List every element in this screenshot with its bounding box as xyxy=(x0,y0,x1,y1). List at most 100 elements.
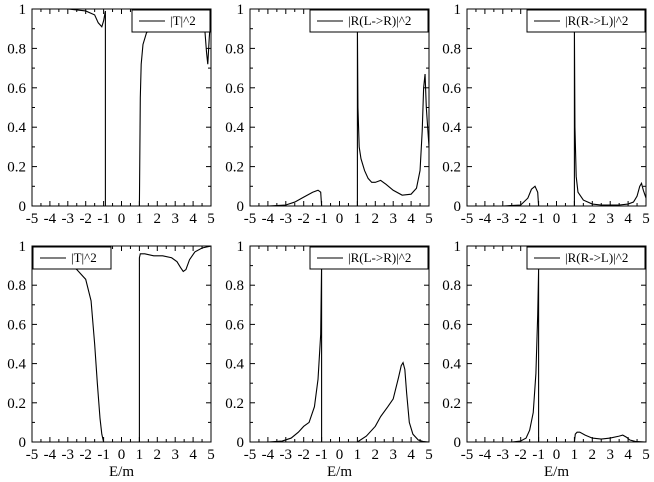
legend-label: |R(R->L)|^2 xyxy=(565,250,628,265)
y-tick-label: 0.8 xyxy=(442,278,461,294)
chart-panel-2: -5 -4 -3 -2 -1 0 1 2 3 4 500.20.40.60.81|R(L->R)|^… xyxy=(225,2,433,227)
series-line-1-segment-1 xyxy=(32,9,106,206)
x-tick-label: -5 xyxy=(244,211,257,227)
x-tick-label: -2 xyxy=(297,447,310,463)
y-tick-label: 0.6 xyxy=(442,81,461,97)
x-tick-label: 3 xyxy=(389,211,397,227)
x-tick-label: -1 xyxy=(97,211,110,227)
x-tick-label: 5 xyxy=(207,211,215,227)
y-tick-label: 0.6 xyxy=(7,81,26,97)
series-line-1-segment-2 xyxy=(138,246,211,442)
x-tick-label: 5 xyxy=(425,211,433,227)
x-tick-label: 1 xyxy=(136,211,144,227)
legend-box xyxy=(526,246,646,270)
x-tick-label: -1 xyxy=(532,447,545,463)
axes-frame xyxy=(249,8,430,207)
x-tick-label: -1 xyxy=(97,447,110,463)
x-tick-label: 3 xyxy=(171,447,179,463)
y-tick-label: 1 xyxy=(19,239,27,255)
x-tick-label: -1 xyxy=(315,447,328,463)
x-tick-label: 1 xyxy=(136,447,144,463)
x-tick-label: -2 xyxy=(79,447,92,463)
x-tick-label: 2 xyxy=(154,211,162,227)
series-line-1-segment-1 xyxy=(67,263,105,442)
x-axis-label: E/m xyxy=(544,464,569,480)
x-tick-label: 2 xyxy=(589,211,597,227)
legend-label: |R(L->R)|^2 xyxy=(348,250,411,265)
axes-frame xyxy=(466,245,647,443)
y-tick-label: 0 xyxy=(19,199,27,215)
x-tick-label: -3 xyxy=(497,211,510,227)
y-tick-label: 0.4 xyxy=(225,120,244,136)
x-tick-label: -5 xyxy=(461,447,474,463)
x-tick-label: -5 xyxy=(244,447,257,463)
x-tick-label: -3 xyxy=(62,211,75,227)
x-tick-label: -3 xyxy=(497,447,510,463)
x-tick-label: -2 xyxy=(514,211,527,227)
y-tick-label: 0 xyxy=(237,199,245,215)
x-tick-label: 0 xyxy=(553,211,561,227)
legend-label: |R(R->L)|^2 xyxy=(565,13,628,28)
y-tick-label: 0.6 xyxy=(442,317,461,333)
y-tick-label: 0.4 xyxy=(7,357,26,373)
y-tick-label: 0.8 xyxy=(7,41,26,57)
y-tick-label: 1 xyxy=(237,2,245,18)
x-tick-label: 0 xyxy=(336,211,344,227)
x-tick-label: 5 xyxy=(425,447,433,463)
y-tick-label: 0.2 xyxy=(7,160,26,176)
x-tick-label: 0 xyxy=(553,447,561,463)
chart-panel-5: -5 -4 -3 -2 -1 0 1 2 3 4 500.20.40.60.81E/m|R(L->R… xyxy=(225,239,433,480)
y-tick-label: 0.8 xyxy=(442,41,461,57)
x-tick-label: -2 xyxy=(297,211,310,227)
x-axis-label: E/m xyxy=(327,464,352,480)
x-axis-label: E/m xyxy=(109,464,134,480)
legend-box xyxy=(526,9,646,33)
y-tick-label: 0.8 xyxy=(225,278,244,294)
y-tick-label: 1 xyxy=(19,2,27,18)
legend-box xyxy=(309,9,429,33)
x-tick-label: -1 xyxy=(532,211,545,227)
x-tick-label: 3 xyxy=(606,447,614,463)
x-tick-label: 2 xyxy=(372,211,380,227)
y-tick-label: 1 xyxy=(454,2,462,18)
x-tick-label: -3 xyxy=(280,211,293,227)
y-tick-label: 0 xyxy=(454,435,462,451)
y-tick-label: 0.2 xyxy=(225,396,244,412)
x-tick-label: 0 xyxy=(336,447,344,463)
x-tick-label: 5 xyxy=(207,447,215,463)
series-line-1-segment-2 xyxy=(573,431,646,442)
chart-panel-4: -5 -4 -3 -2 -1 0 1 2 3 4 500.20.40.60.81E/m|T|^2 xyxy=(7,239,215,480)
x-tick-label: -4 xyxy=(479,447,492,463)
x-tick-label: 4 xyxy=(189,447,197,463)
series-line-1-segment-2 xyxy=(357,361,429,442)
legend-box xyxy=(131,9,211,33)
x-tick-label: -5 xyxy=(26,211,39,227)
legend-label: |T|^2 xyxy=(71,250,97,265)
series-line-1-segment-2 xyxy=(573,26,646,206)
axes-frame xyxy=(31,245,212,443)
legend-label: |R(L->R)|^2 xyxy=(348,13,411,28)
y-tick-label: 0.8 xyxy=(225,41,244,57)
x-tick-label: -3 xyxy=(62,447,75,463)
x-tick-label: -4 xyxy=(44,447,57,463)
y-tick-label: 0.4 xyxy=(442,357,461,373)
x-tick-label: -2 xyxy=(514,447,527,463)
x-tick-label: 4 xyxy=(624,447,632,463)
y-tick-label: 0.2 xyxy=(7,396,26,412)
y-tick-label: 0.2 xyxy=(442,160,461,176)
y-tick-label: 0.2 xyxy=(442,396,461,412)
chart-panel-3: -5 -4 -3 -2 -1 0 1 2 3 4 500.20.40.60.81|R(R->L)|^… xyxy=(442,2,650,227)
y-tick-label: 1 xyxy=(454,239,462,255)
x-tick-label: -4 xyxy=(44,211,57,227)
y-tick-label: 0.6 xyxy=(225,317,244,333)
x-tick-label: -3 xyxy=(280,447,293,463)
x-tick-label: 1 xyxy=(571,447,579,463)
x-tick-label: 1 xyxy=(571,211,579,227)
series-line-1-segment-1 xyxy=(467,269,540,442)
x-tick-label: -2 xyxy=(79,211,92,227)
legend-box xyxy=(309,246,429,270)
x-tick-label: 5 xyxy=(642,211,650,227)
x-tick-label: -5 xyxy=(461,211,474,227)
chart-panel-6: -5 -4 -3 -2 -1 0 1 2 3 4 500.20.40.60.81E/m|R(R->L… xyxy=(442,239,650,480)
y-tick-label: 0.6 xyxy=(7,317,26,333)
